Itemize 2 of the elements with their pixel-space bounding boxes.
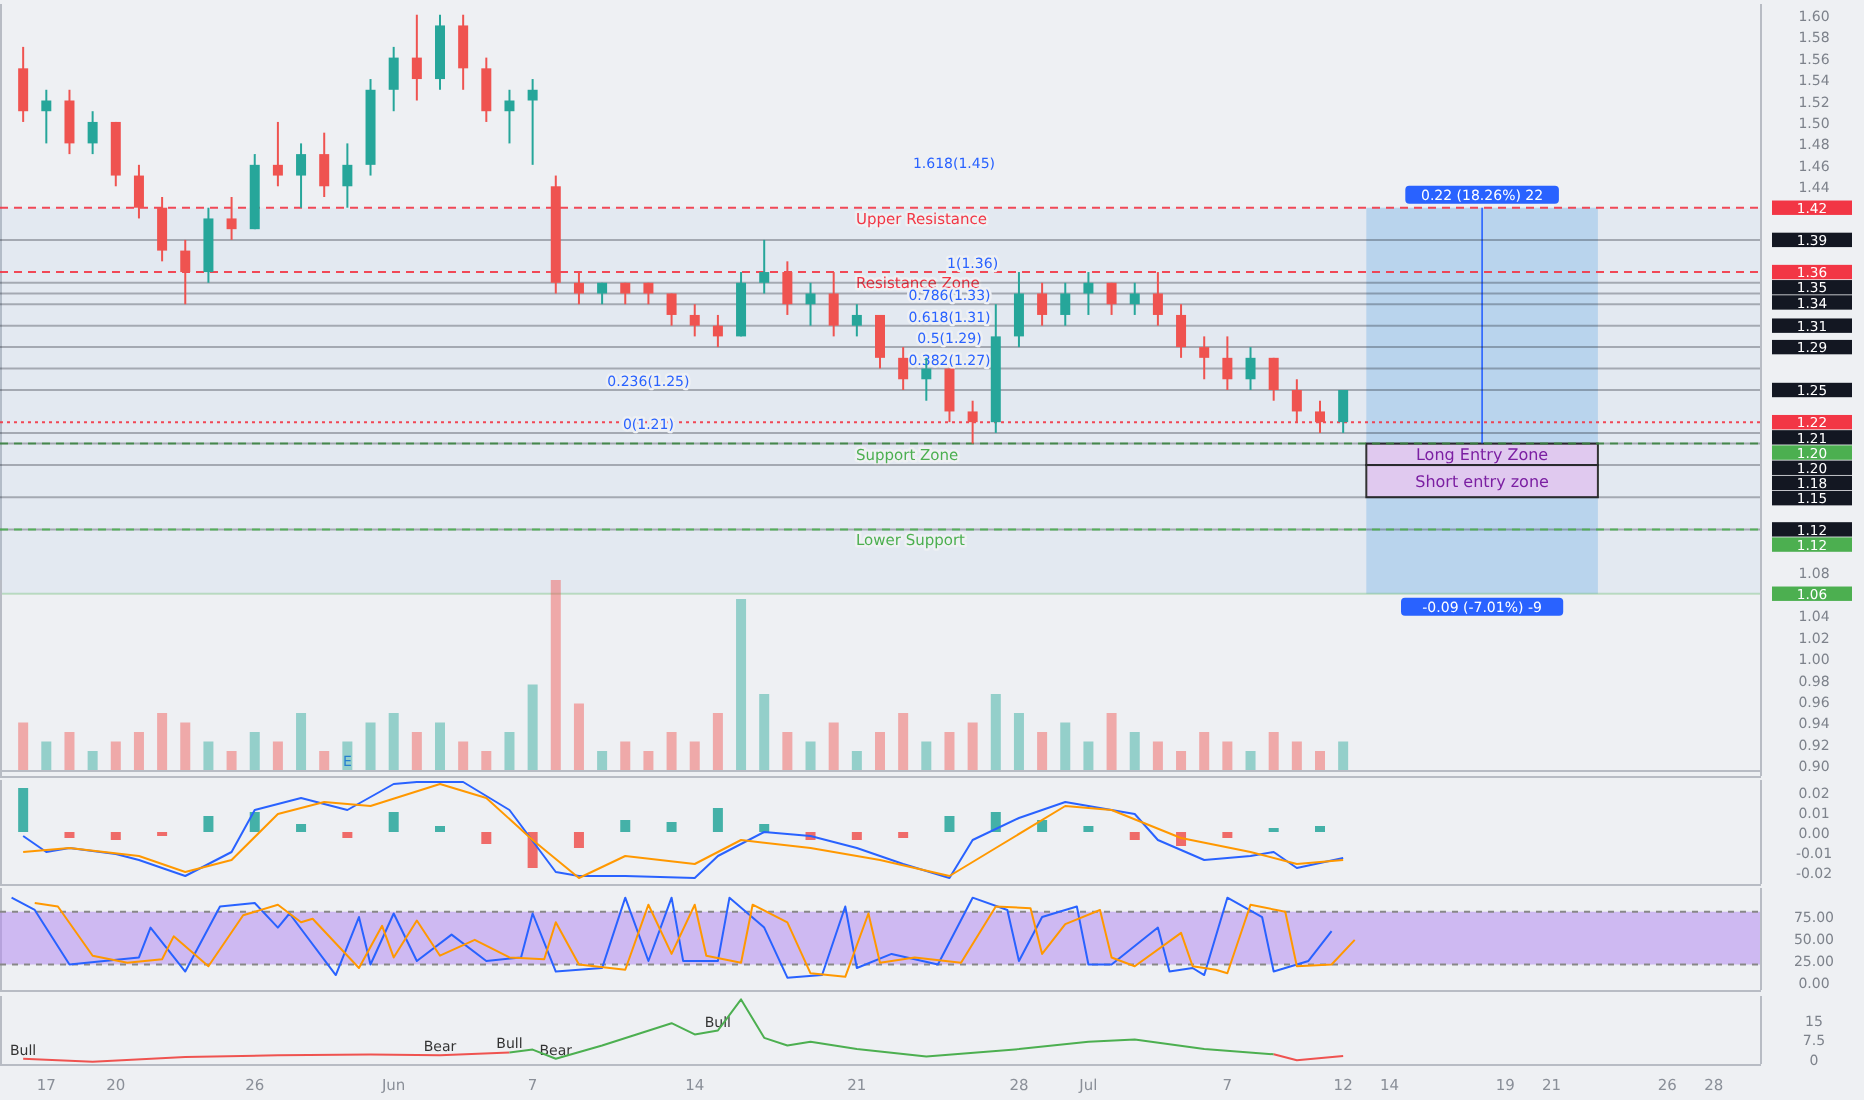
band-label: Long Entry Zone [1416,446,1549,465]
band-label: Short entry zone [1415,473,1550,492]
